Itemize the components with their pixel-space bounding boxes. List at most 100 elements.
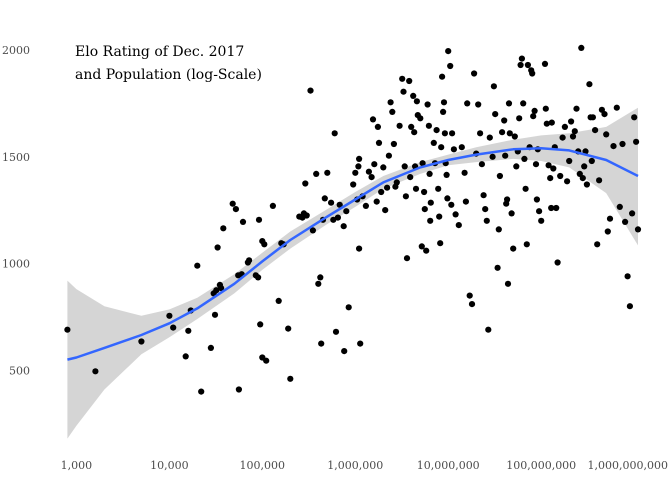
data-point-145 (475, 101, 482, 108)
data-point-14 (214, 244, 221, 251)
data-point-92 (400, 88, 407, 95)
x-tick-label-3: 1,000,000 (327, 459, 383, 472)
data-point-196 (548, 119, 555, 126)
data-point-77 (373, 198, 380, 205)
data-point-45 (307, 87, 314, 94)
x-tick-label-6: 1,000,000,000 (588, 459, 668, 472)
data-point-146 (477, 130, 484, 137)
data-point-197 (550, 165, 557, 172)
data-point-57 (332, 328, 340, 335)
data-point-195 (548, 204, 555, 212)
data-point-94 (402, 193, 409, 200)
data-point-165 (505, 100, 513, 107)
data-point-155 (492, 111, 499, 118)
data-point-228 (606, 215, 614, 222)
data-point-108 (421, 188, 428, 196)
data-point-170 (513, 163, 520, 170)
data-point-161 (502, 152, 509, 159)
x-axis: 1,000 10,000 100,000 1,000,000 10,000,000 100… (61, 459, 668, 472)
data-point-17 (220, 225, 227, 232)
data-point-8 (194, 262, 201, 269)
data-point-34 (269, 202, 276, 209)
data-point-129 (444, 195, 451, 202)
data-point-232 (619, 140, 626, 148)
y-tick-label-500: 500 (9, 364, 30, 377)
data-point-105 (417, 115, 424, 122)
data-point-82 (382, 207, 389, 214)
data-point-136 (455, 222, 462, 229)
data-point-99 (410, 92, 417, 99)
data-point-125 (440, 99, 448, 106)
data-point-186 (533, 196, 541, 203)
data-point-64 (350, 181, 357, 188)
data-point-90 (396, 122, 403, 129)
data-point-50 (318, 340, 325, 347)
data-point-4 (170, 324, 177, 331)
data-point-185 (532, 161, 540, 168)
data-point-81 (380, 164, 387, 171)
data-point-16 (218, 285, 225, 292)
data-point-52 (321, 195, 328, 202)
data-point-193 (545, 162, 552, 169)
data-point-119 (435, 185, 442, 192)
data-point-95 (403, 255, 411, 262)
data-point-128 (443, 171, 450, 178)
data-point-111 (424, 101, 431, 108)
data-point-200 (554, 259, 561, 266)
data-point-62 (343, 208, 350, 215)
data-point-194 (547, 175, 554, 182)
data-point-122 (438, 144, 445, 151)
data-point-114 (427, 217, 434, 224)
data-point-132 (448, 201, 455, 208)
data-point-178 (523, 241, 530, 248)
data-point-87 (390, 140, 397, 148)
data-point-3 (166, 312, 173, 319)
data-point-189 (538, 217, 545, 224)
data-point-137 (458, 144, 465, 151)
data-point-12 (211, 311, 219, 318)
data-point-86 (389, 108, 396, 115)
data-point-135 (452, 211, 459, 218)
data-point-120 (436, 213, 443, 220)
data-point-188 (536, 208, 543, 215)
data-point-55 (330, 216, 337, 223)
data-point-157 (495, 226, 502, 233)
data-point-212 (578, 44, 585, 52)
data-point-153 (489, 153, 496, 160)
y-axis: 500 1000 1500 2000 (2, 44, 30, 377)
data-point-207 (569, 133, 577, 140)
data-point-65 (352, 169, 359, 176)
data-point-209 (573, 105, 580, 112)
data-point-213 (579, 175, 586, 182)
data-point-226 (603, 131, 610, 138)
data-point-233 (622, 218, 629, 225)
data-point-85 (387, 99, 394, 106)
data-point-60 (340, 223, 347, 230)
data-point-67 (355, 163, 362, 170)
data-point-191 (542, 105, 549, 112)
data-point-112 (425, 122, 432, 129)
data-point-152 (486, 134, 493, 141)
data-point-93 (401, 163, 408, 170)
data-point-239 (634, 226, 642, 233)
data-point-160 (501, 117, 508, 124)
data-point-84 (385, 152, 392, 159)
data-point-208 (571, 128, 578, 135)
data-point-44 (303, 212, 310, 219)
data-point-177 (522, 185, 529, 192)
data-point-123 (439, 73, 446, 80)
data-point-5 (182, 353, 189, 360)
data-point-121 (437, 240, 444, 247)
data-point-54 (328, 199, 335, 206)
data-point-76 (371, 161, 378, 168)
data-point-168 (510, 245, 517, 252)
data-point-78 (374, 123, 381, 130)
data-point-96 (406, 77, 413, 85)
data-point-109 (421, 206, 428, 213)
data-point-133 (449, 130, 456, 137)
data-point-124 (440, 108, 447, 115)
data-point-33 (263, 357, 270, 364)
data-point-217 (586, 81, 593, 88)
data-point-214 (581, 163, 588, 170)
data-point-19 (232, 206, 239, 213)
